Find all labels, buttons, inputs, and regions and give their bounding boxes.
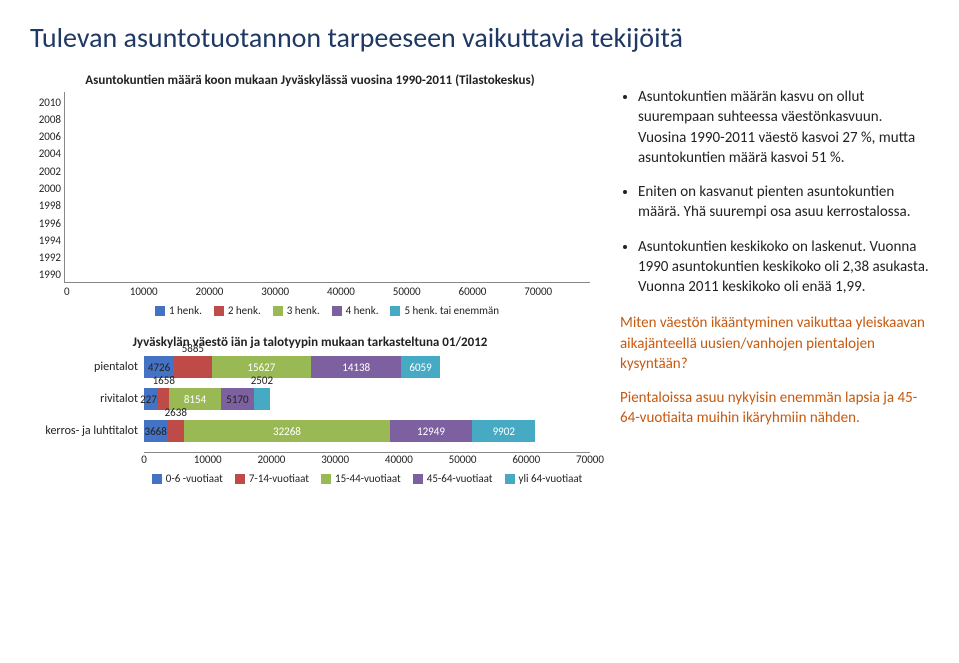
right-column: Asuntokuntien määrän kasvu on ollut suur… — [620, 73, 929, 485]
bar-segment: 12949 — [390, 420, 473, 442]
bar-segment: 5885 — [174, 356, 211, 378]
chart1-xtick: 20000 — [196, 285, 262, 298]
chart1-ylabel: 2008 — [39, 113, 61, 126]
bar-segment: 9902 — [472, 420, 535, 442]
bar-segment: 5170 — [221, 388, 254, 410]
legend-item: 45-64-vuotiaat — [413, 472, 493, 485]
bullet-item: Asuntokuntien määrän kasvu on ollut suur… — [638, 87, 929, 168]
legend-item: yli 64-vuotiaat — [505, 472, 583, 485]
bar-row: kerros- ja luhtitalot3668263832268129499… — [30, 420, 590, 442]
chart1-xtick: 30000 — [261, 285, 327, 298]
bar-segment: 2638 — [167, 420, 184, 442]
legend-item: 0-6 -vuotiaat — [152, 472, 223, 485]
bar-segment: 6059 — [401, 356, 440, 378]
chart2-legend: 0-6 -vuotiaat 7-14-vuotiaat 15-44-vuotiaat… — [144, 472, 590, 485]
chart1-title: Asuntokuntien määrä koon mukaan Jyväskyl… — [30, 73, 590, 88]
chart1-ylabel: 2002 — [39, 165, 61, 178]
bar-label: rivitalot — [30, 392, 144, 406]
legend-item: 7-14-vuotiaat — [235, 472, 309, 485]
chart1-xtick: 10000 — [130, 285, 196, 298]
bar-label: kerros- ja luhtitalot — [30, 424, 144, 438]
legend-item: 15-44-vuotiaat — [321, 472, 401, 485]
chart2-xaxis: 010000200003000040000500006000070000 — [144, 452, 590, 467]
chart1-ylabel: 1994 — [39, 234, 61, 247]
chart2-area: pientalot4726588515627141386059rivitalot… — [30, 356, 590, 442]
bar-row: pientalot4726588515627141386059 — [30, 356, 590, 378]
bar-segment: 14138 — [311, 356, 401, 378]
chart2-xtick: 70000 — [576, 453, 604, 466]
chart2-xtick: 0 — [141, 453, 147, 466]
content-columns: Asuntokuntien määrä koon mukaan Jyväskyl… — [30, 73, 929, 485]
left-column: Asuntokuntien määrä koon mukaan Jyväskyl… — [30, 73, 590, 485]
chart1-ylabel: 1990 — [39, 268, 61, 281]
highlight-text: Miten väestön ikääntyminen vaikuttaa yle… — [620, 313, 929, 428]
bar-label: pientalot — [30, 360, 144, 374]
chart1-ylabel: 1992 — [39, 251, 61, 264]
legend-item: 5 henk. tai enemmän — [390, 304, 499, 317]
chart2-xtick: 10000 — [194, 453, 222, 466]
bar-track: 22751658815451702502 — [144, 388, 590, 410]
bar-segment: 32268 — [184, 420, 390, 442]
bullet-list: Asuntokuntien määrän kasvu on ollut suur… — [620, 87, 929, 297]
chart2-xtick: 50000 — [449, 453, 477, 466]
chart1-xaxis: 010000200003000040000500006000070000 — [64, 285, 590, 298]
chart2-xtick: 30000 — [321, 453, 349, 466]
legend-item: 4 henk. — [332, 304, 379, 317]
bar-track: 3668263832268129499902 — [144, 420, 590, 442]
chart1-xtick: 50000 — [393, 285, 459, 298]
chart1-ylabel: 1998 — [39, 199, 61, 212]
chart2-xtick: 20000 — [257, 453, 285, 466]
bullet-item: Eniten on kasvanut pienten asuntokuntien… — [638, 182, 929, 223]
bar-segment: 3668 — [144, 420, 167, 442]
chart1-ylabel: 2004 — [39, 147, 61, 160]
chart1-ylabel: 2006 — [39, 130, 61, 143]
chart1-xtick: 40000 — [327, 285, 393, 298]
highlight-paragraph: Pientaloissa asuu nykyisin enemmän lapsi… — [620, 388, 929, 429]
page-title: Tulevan asuntotuotannon tarpeeseen vaiku… — [30, 20, 929, 55]
legend-item: 3 henk. — [273, 304, 320, 317]
bar-segment: 2275 — [144, 388, 158, 410]
bar-track: 4726588515627141386059 — [144, 356, 590, 378]
bar-row: rivitalot22751658815451702502 — [30, 388, 590, 410]
chart1-ylabel: 2000 — [39, 182, 61, 195]
chart1-xtick: 70000 — [524, 285, 590, 298]
chart1-xtick: 0 — [64, 285, 130, 298]
bar-segment: 2502 — [254, 388, 270, 410]
chart2-title: Jyväskylän väestö iän ja talotyypin muka… — [30, 335, 590, 350]
chart1-ylabel: 2010 — [39, 96, 61, 109]
chart1-ylabel: 1996 — [39, 217, 61, 230]
chart1-area: 2010200820062004200220001998199619941992… — [64, 92, 590, 283]
bullet-item: Asuntokuntien keskikoko on laskenut. Vuo… — [638, 237, 929, 298]
chart2-xtick: 40000 — [385, 453, 413, 466]
chart2-xtick: 60000 — [512, 453, 540, 466]
legend-item: 2 henk. — [214, 304, 261, 317]
chart1-xtick: 60000 — [459, 285, 525, 298]
legend-item: 1 henk. — [155, 304, 202, 317]
chart1-legend: 1 henk. 2 henk. 3 henk. 4 henk. 5 henk. tai … — [64, 304, 590, 317]
highlight-paragraph: Miten väestön ikääntyminen vaikuttaa yle… — [620, 313, 929, 374]
